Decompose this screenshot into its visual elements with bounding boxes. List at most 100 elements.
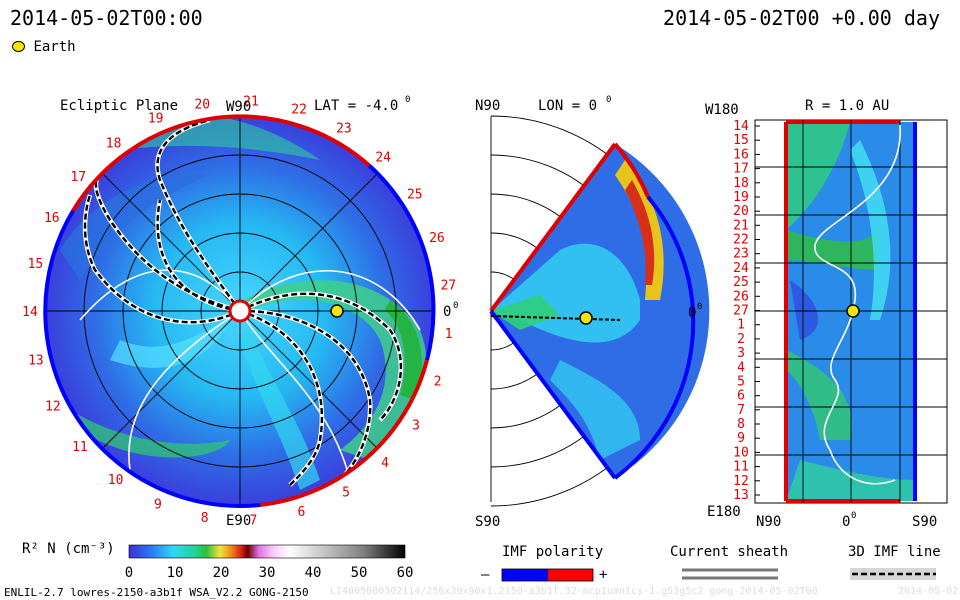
sphere-row-labels: 1415161718192021222324252627123456789101…: [733, 119, 760, 503]
earth-icon: [12, 41, 25, 52]
colorbar-tick-label: 20: [213, 565, 230, 581]
meridional-right-deg: 0: [697, 302, 702, 312]
imf-polarity-title: IMF polarity: [502, 544, 604, 560]
meridional-imf-line: [490, 315, 621, 321]
sphere-row-label: 26: [733, 289, 749, 304]
carrington-label: 13: [28, 354, 44, 369]
sphere-panel: 1415161718192021222324252627123456789101…: [705, 98, 948, 530]
sphere-row-label: 24: [733, 261, 749, 276]
carrington-label: 3: [412, 418, 420, 433]
colorbar-gradient: [128, 544, 406, 559]
sphere-tick-0: 0: [842, 514, 850, 530]
colorbar-tick-label: 60: [397, 565, 414, 581]
meridional-right-label: 0: [688, 305, 696, 321]
sphere-row-label: 11: [733, 460, 749, 475]
sphere-row-label: 19: [733, 190, 749, 205]
colorbar: 0 10 20 30 40 50 60: [125, 544, 414, 581]
sphere-row-label: 17: [733, 162, 749, 177]
sphere-row-label: 14: [733, 119, 749, 134]
imf-polarity-plus: +: [599, 567, 608, 583]
ecliptic-rim-positive-2: [259, 359, 429, 507]
current-sheath-title: Current sheath: [670, 544, 789, 560]
sphere-row-label: 25: [733, 275, 749, 290]
carrington-label: 11: [72, 440, 88, 455]
meridional-structure-5: [550, 360, 640, 460]
sphere-row-label: 27: [733, 304, 749, 319]
colorbar-tick-label: 50: [351, 565, 368, 581]
carrington-label: 21: [243, 94, 259, 109]
ecliptic-rim-positive: [71, 114, 371, 212]
meridional-lon-deg: 0: [606, 95, 611, 105]
sphere-row-label: 6: [737, 389, 745, 404]
carrington-label: 8: [201, 511, 209, 526]
sphere-r-label: R = 1.0 AU: [805, 98, 889, 114]
carrington-label: 25: [407, 188, 423, 203]
carrington-label: 22: [291, 103, 307, 118]
footer-left: ENLIL-2.7 lowres-2150-a3b1f WSA_V2.2 GON…: [4, 586, 309, 599]
meridional-bottom-label: S90: [475, 514, 500, 530]
sphere-density: [786, 122, 915, 501]
colorbar-tick-label: 10: [167, 565, 184, 581]
sphere-bottom-left-label: E180: [707, 504, 741, 520]
meridional-rim-negative: [613, 195, 696, 480]
imf-polarity-legend: [501, 568, 594, 582]
ecliptic-right-deg: 0: [453, 301, 458, 311]
carrington-label: 4: [381, 456, 389, 471]
carrington-label: 5: [342, 485, 350, 500]
footer-right: 2014-05-02: [898, 586, 959, 597]
sphere-row-label: 2: [737, 332, 745, 347]
sun-marker: [228, 299, 252, 323]
carrington-label: 18: [106, 136, 122, 151]
sphere-tick-s90: S90: [912, 514, 937, 530]
carrington-label: 20: [194, 97, 210, 112]
sphere-row-label: 8: [737, 417, 745, 432]
footer-center: LI4005000302114/256x30x90x1.2150-a3b1f.3…: [330, 586, 818, 597]
carrington-label: 23: [336, 122, 352, 137]
sphere-row-label: 20: [733, 204, 749, 219]
timestamp-left: 2014-05-02T00:00: [10, 6, 203, 30]
sphere-row-label: 23: [733, 247, 749, 262]
meridional-edge-bottom: [489, 309, 617, 480]
meridional-panel: N90 S90 LON = 0 0 0 0: [475, 95, 710, 530]
ecliptic-bottom-label: E90: [226, 513, 251, 529]
sphere-tick-n90: N90: [756, 514, 781, 530]
carrington-label: 6: [297, 505, 305, 520]
sphere-row-label: 22: [733, 233, 749, 248]
carrington-label: 9: [154, 497, 162, 512]
carrington-label: 10: [108, 473, 124, 488]
imf-line-legend: [850, 568, 936, 580]
sphere-row-label: 21: [733, 218, 749, 233]
ecliptic-lat-deg: 0: [405, 95, 410, 105]
carrington-label: 12: [45, 399, 61, 414]
sphere-row-label: 10: [733, 445, 749, 460]
sphere-top-left-label: W180: [705, 102, 739, 118]
meridional-rim-positive: [613, 142, 650, 198]
sphere-row-label: 12: [733, 474, 749, 489]
meridional-structure-4: [625, 180, 655, 285]
earth-legend-label: Earth: [33, 39, 76, 55]
meridional-lon-label: LON = 0: [538, 98, 597, 114]
imf-line-title: 3D IMF line: [848, 544, 941, 560]
sphere-tick-0-deg: 0: [851, 511, 856, 521]
carrington-label: 26: [429, 231, 445, 246]
sphere-row-label: 3: [737, 346, 745, 361]
carrington-label: 17: [70, 170, 86, 185]
sphere-current-sheath: [814, 124, 901, 485]
sphere-row-label: 15: [733, 133, 749, 148]
colorbar-title: R² N (cm⁻³): [22, 541, 115, 557]
colorbar-ticks: 0 10 20 30 40 50 60: [125, 565, 414, 581]
meridional-structure-2: [491, 295, 560, 330]
carrington-label: 1: [445, 327, 453, 342]
sphere-row-label: 18: [733, 176, 749, 191]
ecliptic-lat-label: LAT = -4.0: [314, 98, 398, 114]
carrington-label: 2: [434, 375, 442, 390]
sphere-row-label: 13: [733, 488, 749, 503]
carrington-label: 27: [441, 278, 457, 293]
sphere-row-label: 9: [737, 431, 745, 446]
ecliptic-title: Ecliptic Plane: [60, 98, 178, 114]
ecliptic-rim-negative-2: [43, 209, 261, 508]
meridional-edge-top: [489, 142, 617, 313]
sphere-row-label: 16: [733, 147, 749, 162]
polarity-frame: [501, 568, 594, 582]
